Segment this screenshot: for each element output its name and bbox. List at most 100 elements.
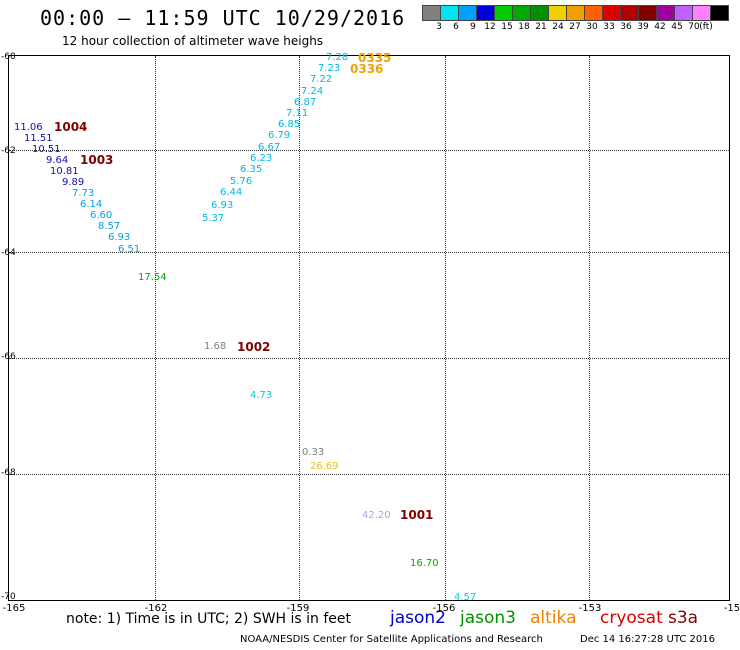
color-scale-swatch (512, 5, 530, 21)
color-scale-swatch (476, 5, 494, 21)
color-scale-label: 15 (501, 22, 513, 32)
color-scale-swatch (620, 5, 638, 21)
color-scale-label: 18 (518, 22, 530, 32)
wave-height-value: 0.33 (302, 447, 325, 458)
wave-height-value: 8.57 (98, 221, 121, 232)
longitude-label: -156 (432, 603, 456, 614)
wave-height-value: 42.20 (362, 510, 391, 521)
latitude-gridline (9, 474, 729, 475)
longitude-label: -165 (2, 603, 26, 614)
color-scale-label: 45 (671, 22, 683, 32)
pass-time-label: 0335 (358, 51, 392, 65)
credit-line: NOAA/NESDIS Center for Satellite Applica… (240, 634, 543, 645)
color-scale-swatch (674, 5, 692, 21)
wave-height-value: 7.11 (286, 108, 309, 119)
wave-height-value: 11.51 (24, 133, 53, 144)
latitude-label: -60 (1, 52, 16, 62)
satellite-legend-entry: cryosat (600, 608, 663, 628)
wave-height-value: 7.22 (310, 74, 333, 85)
color-scale-label: 42 (654, 22, 666, 32)
wave-height-value: 1.68 (204, 341, 227, 352)
latitude-gridline (9, 358, 729, 359)
color-scale-label: 3 (436, 22, 442, 32)
wave-height-value: 5.37 (202, 213, 225, 224)
longitude-label: -153 (578, 603, 602, 614)
wave-height-value: 9.89 (62, 177, 85, 188)
wave-height-value: 7.24 (301, 86, 324, 97)
map-plot-area (8, 55, 730, 601)
color-scale-swatch (692, 5, 710, 21)
color-scale-label: 21 (535, 22, 547, 32)
wave-height-value: 7.73 (72, 188, 95, 199)
latitude-gridline (9, 252, 729, 253)
wave-height-value: 11.06 (14, 122, 43, 133)
wave-height-value: 6.87 (294, 97, 317, 108)
latitude-label: -70 (1, 592, 16, 602)
pass-time-label: 1004 (54, 120, 88, 134)
color-scale-swatch (656, 5, 674, 21)
latitude-label: -62 (1, 146, 16, 156)
wave-height-value: 6.23 (250, 153, 273, 164)
color-scale-swatch (710, 5, 729, 21)
color-scale-label: 6 (453, 22, 459, 32)
wave-height-value: 6.93 (211, 200, 234, 211)
latitude-label: -66 (1, 352, 16, 362)
map-title: 00:00 – 11:59 UTC 10/29/2016 (40, 6, 406, 30)
longitude-gridline (299, 56, 300, 600)
color-scale-swatch (494, 5, 512, 21)
wave-height-value: 4.57 (454, 592, 477, 603)
wave-height-value: 6.93 (108, 232, 131, 243)
wave-height-value: 7.23 (318, 63, 341, 74)
color-scale-label: 9 (470, 22, 476, 32)
pass-time-label: 1003 (80, 153, 114, 167)
pass-time-label: 1001 (400, 508, 434, 522)
wave-height-value: 7.28 (326, 52, 349, 63)
latitude-label: -64 (1, 248, 16, 258)
color-scale-label: 30 (586, 22, 598, 32)
wave-height-value: 16.70 (410, 558, 439, 569)
wave-height-value: 17.54 (138, 272, 167, 283)
wave-height-value: 6.67 (258, 142, 281, 153)
color-scale-swatch (440, 5, 458, 21)
color-scale-swatch (566, 5, 584, 21)
color-scale-swatch (548, 5, 566, 21)
wave-height-value: 6.85 (278, 119, 301, 130)
latitude-label: -68 (1, 468, 16, 478)
color-scale-label: 70 (688, 22, 700, 32)
color-scale-swatch (638, 5, 656, 21)
wave-height-value: 9.64 (46, 155, 69, 166)
wave-height-value: 6.79 (268, 130, 291, 141)
longitude-gridline (589, 56, 590, 600)
pass-time-label: 1002 (237, 340, 271, 354)
color-scale-label: 39 (637, 22, 649, 32)
wave-height-value: 6.35 (240, 164, 263, 175)
satellite-legend-entry: altika (530, 608, 577, 628)
wave-height-value: 6.44 (220, 187, 243, 198)
color-scale-label: 33 (603, 22, 615, 32)
color-scale-label: 27 (569, 22, 581, 32)
wave-height-value: 6.14 (80, 199, 103, 210)
wave-height-value: 10.81 (50, 166, 79, 177)
map-subtitle: 12 hour collection of altimeter wave hei… (62, 34, 324, 48)
wave-height-value: 10.51 (32, 144, 61, 155)
longitude-gridline (155, 56, 156, 600)
generation-timestamp: Dec 14 16:27:28 UTC 2016 (580, 634, 715, 645)
longitude-label: -159 (286, 603, 310, 614)
pass-time-label: 0336 (350, 62, 384, 76)
color-scale-swatch (584, 5, 602, 21)
latitude-gridline (9, 150, 729, 151)
color-scale-label: 12 (484, 22, 496, 32)
footnote: note: 1) Time is in UTC; 2) SWH is in fe… (66, 611, 352, 627)
color-scale-swatch (602, 5, 620, 21)
color-scale-swatch (458, 5, 476, 21)
satellite-legend-entry: s3a (668, 608, 699, 628)
color-scale-swatch (530, 5, 548, 21)
color-scale-label: 24 (552, 22, 564, 32)
wave-height-value: 5.76 (230, 176, 253, 187)
color-scale-bar (422, 5, 729, 21)
wave-height-value: 6.60 (90, 210, 113, 221)
color-scale-swatch (422, 5, 440, 21)
wave-height-value: 6.51 (118, 244, 141, 255)
longitude-label: -162 (144, 603, 168, 614)
wave-height-value: 26.69 (310, 461, 339, 472)
